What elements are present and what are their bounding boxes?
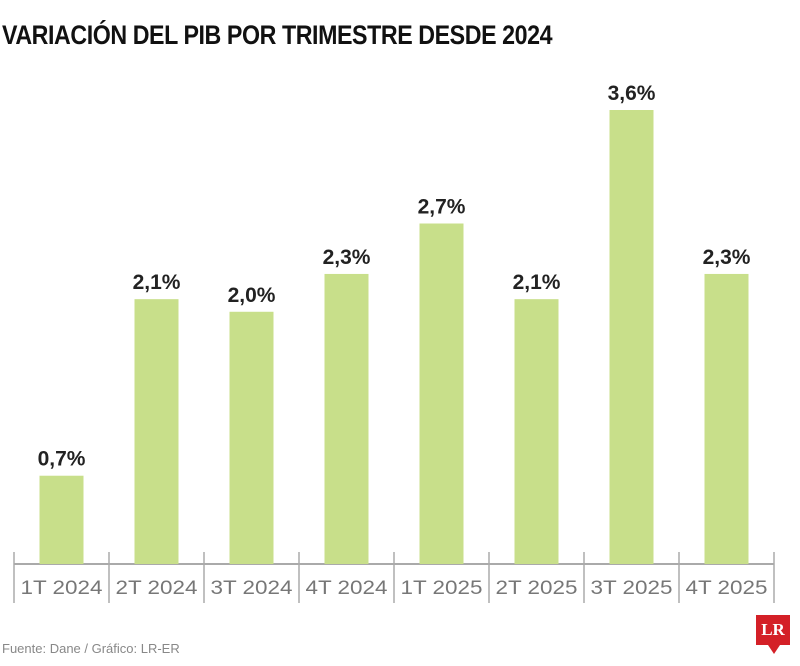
- source-note: Fuente: Dane / Gráfico: LR-ER: [2, 641, 180, 656]
- data-label: 2,7%: [418, 196, 466, 219]
- data-label: 2,3%: [703, 246, 751, 269]
- bar: [39, 475, 84, 564]
- x-tick-label: 2T 2024: [116, 578, 198, 599]
- chart-title: VARIACIÓN DEL PIB POR TRIMESTRE DESDE 20…: [2, 20, 553, 50]
- x-tick-label: 4T 2025: [686, 578, 768, 599]
- data-label: 2,1%: [513, 271, 561, 294]
- x-tick-label: 3T 2024: [211, 578, 293, 599]
- bar: [134, 299, 179, 564]
- x-tick-label: 1T 2024: [21, 578, 103, 599]
- bar: [419, 223, 464, 564]
- x-tick-label: 3T 2025: [591, 578, 673, 599]
- bar: [609, 110, 654, 564]
- bar: [324, 273, 369, 564]
- bar: [514, 299, 559, 564]
- data-label: 3,6%: [608, 82, 656, 105]
- data-label: 2,3%: [323, 246, 371, 269]
- lr-logo: LR: [756, 615, 790, 654]
- x-tick-label: 1T 2025: [401, 578, 483, 599]
- bar: [704, 273, 749, 564]
- data-label: 2,0%: [228, 284, 276, 307]
- x-tick-label: 4T 2024: [306, 578, 388, 599]
- data-label: 2,1%: [133, 271, 181, 294]
- x-tick-label: 2T 2025: [496, 578, 578, 599]
- bar: [229, 311, 274, 564]
- data-label: 0,7%: [38, 448, 86, 471]
